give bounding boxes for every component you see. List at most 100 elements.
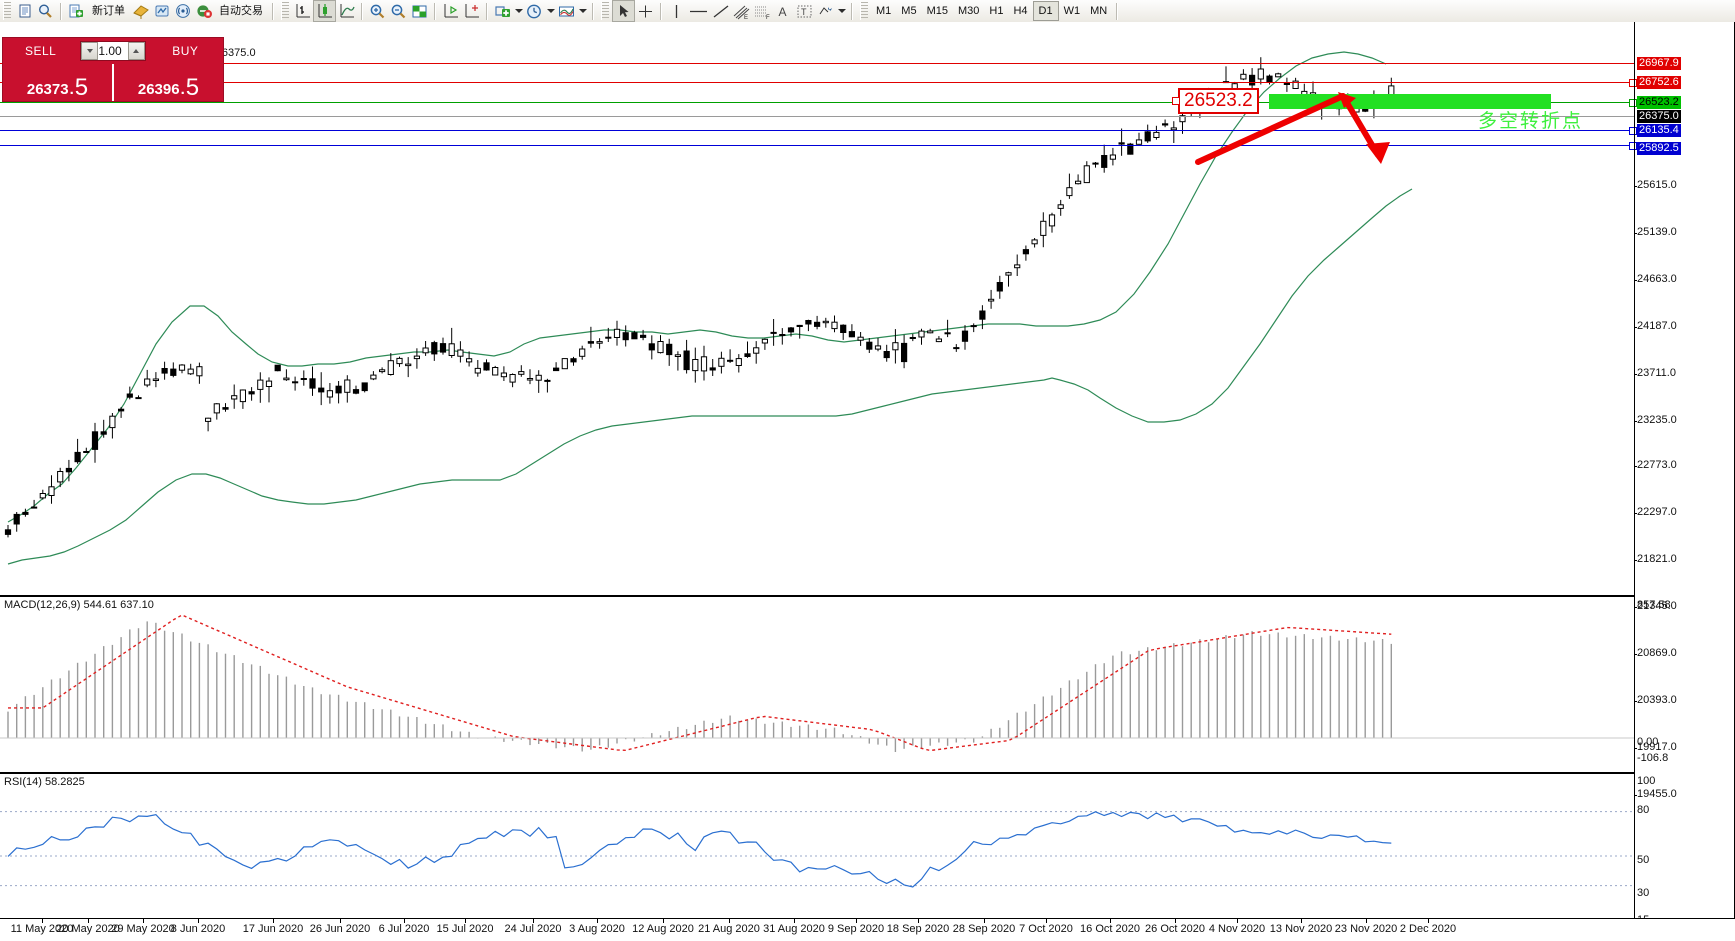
signals-wifi-icon[interactable] <box>172 1 193 21</box>
text-label-icon[interactable]: T <box>794 1 815 21</box>
candle <box>492 365 499 376</box>
chart-toolbar-grip[interactable] <box>281 2 289 20</box>
candle <box>1118 128 1125 156</box>
level-line-26523[interactable] <box>0 102 1634 103</box>
timeframe-mn[interactable]: MN <box>1090 5 1108 17</box>
new-window-icon[interactable] <box>14 1 35 21</box>
vertical-line-icon[interactable] <box>666 1 687 21</box>
periodicity-clock-icon[interactable] <box>524 1 545 21</box>
indicators-dropdown-arrow[interactable] <box>513 1 524 21</box>
price-label-26967: 26967.9 <box>1637 57 1681 70</box>
zoom-out-icon[interactable] <box>388 1 409 21</box>
shapes-icon[interactable] <box>815 1 836 21</box>
autotrading-icon[interactable] <box>193 1 214 21</box>
candle <box>535 370 542 393</box>
timeframe-m30[interactable]: M30 <box>957 5 980 17</box>
candle <box>466 351 473 367</box>
level-handle-26135[interactable] <box>1629 127 1637 135</box>
timeframe-toolbar-grip[interactable] <box>860 2 868 20</box>
horizontal-line-icon[interactable] <box>687 1 710 21</box>
volume-stepper[interactable]: 1.00 <box>80 41 146 61</box>
chart-grid-icon[interactable] <box>409 1 430 21</box>
indicators-icon[interactable] <box>492 1 513 21</box>
toolbar-separator-3 <box>361 2 363 20</box>
new-order-icon[interactable] <box>66 1 87 21</box>
candle <box>248 387 255 401</box>
trendline-icon[interactable] <box>710 1 731 21</box>
level-line-26752[interactable] <box>0 82 1634 83</box>
chart-window[interactable]: JPN225-,Daily 26867.5 26872.5 26312.5 26… <box>0 22 1735 941</box>
level-line-26375[interactable] <box>0 116 1634 117</box>
candle <box>239 389 247 409</box>
timeframe-h1[interactable]: H1 <box>989 5 1004 17</box>
candle <box>1083 161 1090 184</box>
date-tick-mark-6 <box>404 919 405 923</box>
volume-value[interactable]: 1.00 <box>98 44 122 58</box>
price-tag-handle[interactable] <box>1172 97 1180 105</box>
expert-advisor-icon[interactable] <box>130 1 151 21</box>
candle <box>283 369 290 381</box>
volume-decrease-button[interactable] <box>81 42 99 60</box>
candle <box>83 447 90 453</box>
periodicity-dropdown-arrow[interactable] <box>545 1 556 21</box>
draw-toolbar-grip[interactable] <box>601 2 609 20</box>
one-click-trading-panel[interactable]: SELL 1.00 BUY 26373 . 5 26396 . 5 <box>2 37 224 102</box>
zoom-in-icon[interactable] <box>367 1 388 21</box>
sell-button[interactable]: SELL <box>24 44 57 58</box>
toolbar-grip[interactable] <box>3 2 11 20</box>
chart-shift-icon[interactable] <box>440 1 461 21</box>
timeframe-d1[interactable]: D1 <box>1032 1 1059 21</box>
main-toolbar: 新订单 自动交易 <box>0 0 1735 23</box>
price-tag-annotation[interactable]: 26523.2 <box>1178 88 1259 114</box>
timeframe-m5[interactable]: M5 <box>901 5 917 17</box>
volume-increase-button[interactable] <box>127 42 145 60</box>
candle <box>779 328 786 345</box>
timeframe-h4[interactable]: H4 <box>1013 5 1028 17</box>
level-line-26135[interactable] <box>0 130 1634 131</box>
candle <box>953 344 960 352</box>
buy-price[interactable]: 26396 . 5 <box>114 64 223 101</box>
search-icon[interactable] <box>35 1 56 21</box>
sell-price[interactable]: 26373 . 5 <box>3 64 112 101</box>
auto-scroll-icon[interactable] <box>461 1 482 21</box>
candle <box>979 305 986 330</box>
metaeditor-icon[interactable] <box>151 1 172 21</box>
text-icon[interactable]: A <box>773 1 794 21</box>
level-line-25892[interactable] <box>0 145 1634 146</box>
candle <box>100 419 107 438</box>
templates-icon[interactable] <box>556 1 577 21</box>
level-line-26967[interactable] <box>0 63 1634 64</box>
equidistant-channel-icon[interactable]: E <box>731 1 752 21</box>
buy-button[interactable]: BUY <box>172 44 199 58</box>
level-handle-25892[interactable] <box>1629 142 1637 150</box>
candle <box>805 319 812 332</box>
price-label-26752: 26752.6 <box>1637 76 1681 89</box>
date-tick-mark-14 <box>918 919 919 923</box>
date-axis-tick-0: 11 May 2020 <box>10 923 74 935</box>
new-order-label[interactable]: 新订单 <box>92 5 125 17</box>
fibonacci-icon[interactable]: F <box>752 1 773 21</box>
candle <box>596 338 603 349</box>
candle <box>709 359 716 376</box>
rsi-pane[interactable]: RSI(14) 58.2825 <box>0 772 1634 940</box>
line-chart-icon[interactable] <box>336 1 357 21</box>
candle <box>988 289 995 309</box>
crosshair-icon[interactable] <box>635 1 656 21</box>
templates-dropdown-arrow[interactable] <box>577 1 588 21</box>
bar-chart-icon[interactable] <box>292 1 313 21</box>
autotrading-label[interactable]: 自动交易 <box>219 5 263 17</box>
macd-pane[interactable]: MACD(12,26,9) 544.61 637.10 <box>0 595 1634 772</box>
trend-arrow-annotation[interactable] <box>1178 52 1598 192</box>
level-handle-26752[interactable] <box>1629 79 1637 87</box>
candle <box>683 339 690 374</box>
level-handle-26523[interactable] <box>1629 99 1637 107</box>
macd-axis-tick-1: 0.00 <box>1637 736 1659 748</box>
candlestick-chart-icon[interactable] <box>313 0 336 22</box>
timeframe-m15[interactable]: M15 <box>926 5 948 17</box>
timeframe-m1[interactable]: M1 <box>876 5 892 17</box>
date-tick-mark-2 <box>143 919 144 923</box>
candle <box>431 340 438 361</box>
shapes-dropdown-arrow[interactable] <box>836 1 847 21</box>
cursor-icon[interactable] <box>612 0 635 22</box>
timeframe-w1[interactable]: W1 <box>1063 5 1081 17</box>
